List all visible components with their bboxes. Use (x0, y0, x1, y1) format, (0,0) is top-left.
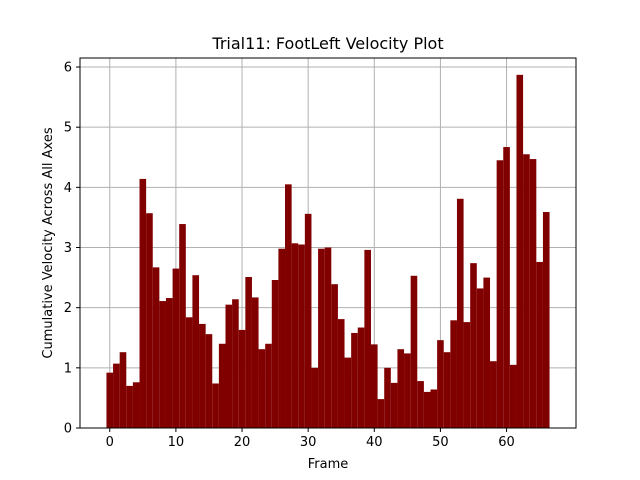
bar (516, 74, 524, 429)
bar (384, 367, 391, 428)
y-tick-label: 1 (64, 361, 72, 376)
bar (179, 224, 186, 428)
bar (311, 367, 319, 428)
bar (265, 343, 272, 428)
x-tick-label: 40 (366, 435, 383, 450)
bar (476, 288, 484, 428)
bar (364, 249, 371, 428)
bar (509, 364, 517, 428)
bar (172, 268, 180, 428)
bar (423, 391, 431, 428)
x-tick-label: 60 (498, 435, 515, 450)
bar (397, 349, 405, 428)
bar (430, 389, 438, 428)
y-tick-label: 0 (64, 422, 72, 437)
bar (278, 248, 286, 428)
bar (318, 248, 325, 428)
x-tick-label: 20 (234, 435, 251, 450)
bar (304, 213, 312, 428)
bar (404, 353, 411, 428)
bar (344, 357, 352, 428)
y-tick-label: 6 (64, 61, 72, 76)
y-tick-label: 5 (64, 121, 72, 136)
bar (106, 372, 114, 428)
y-tick-label: 4 (64, 181, 72, 196)
bar (377, 399, 385, 428)
bar (324, 247, 332, 428)
bar (357, 327, 365, 428)
plot-frame (79, 57, 577, 429)
bar (205, 334, 213, 428)
bar (212, 383, 219, 428)
bar (225, 304, 233, 428)
bar (185, 317, 193, 428)
bar (351, 332, 358, 428)
bar (126, 385, 133, 428)
bar (463, 322, 471, 428)
bar (483, 277, 491, 428)
grid (80, 58, 576, 429)
bar (152, 267, 160, 428)
bar (245, 276, 252, 428)
bar (146, 213, 153, 428)
bar (159, 301, 166, 428)
bar (271, 280, 279, 428)
bar (390, 382, 398, 428)
bar (258, 349, 266, 428)
bar (443, 352, 451, 428)
bar (456, 198, 464, 428)
bar (410, 275, 418, 428)
bar (417, 381, 424, 428)
bars (106, 74, 550, 429)
x-tick-label: 10 (168, 435, 185, 450)
bar (139, 178, 147, 428)
bar (238, 329, 246, 428)
bar (529, 159, 537, 428)
bar (165, 298, 173, 428)
x-tick-label: 30 (300, 435, 317, 450)
bar (119, 352, 127, 428)
bar (291, 243, 299, 428)
bar (132, 382, 140, 428)
y-axis: 0 1 2 3 4 5 6 (64, 61, 80, 437)
bar (490, 361, 497, 428)
bar (113, 363, 120, 428)
x-axis-label: Frame (308, 457, 349, 472)
bar (251, 297, 259, 428)
x-tick-label: 0 (106, 435, 114, 450)
bar (370, 344, 378, 428)
bar (437, 340, 444, 428)
bar (496, 160, 504, 428)
bar (542, 212, 550, 428)
bar (285, 184, 292, 428)
y-tick-label: 2 (64, 301, 72, 316)
bar (536, 261, 543, 428)
y-tick-label: 3 (64, 241, 72, 256)
bar (450, 320, 457, 428)
chart-title: Trial11: FootLeft Velocity Plot (211, 34, 443, 53)
bar (199, 323, 206, 428)
bar (337, 319, 345, 428)
bar (298, 244, 305, 428)
bar (192, 275, 200, 428)
bar (503, 147, 510, 428)
bar (232, 299, 239, 428)
bar (218, 343, 226, 428)
bar (523, 154, 530, 428)
y-axis-label: Cumulative Velocity Across All Axes (41, 127, 56, 358)
x-tick-label: 50 (432, 435, 449, 450)
bar (470, 263, 477, 428)
x-axis: 0 10 20 30 40 50 60 (106, 428, 515, 450)
bar (331, 284, 338, 428)
